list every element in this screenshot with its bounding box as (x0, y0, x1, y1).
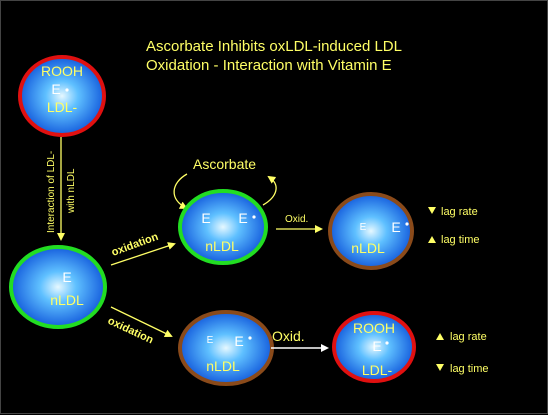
nldl-result-e-small: E (360, 222, 367, 233)
oxldl-ldl-label: LDL- (47, 99, 78, 115)
radical-dot (405, 222, 409, 226)
nldl-main-particle: E nLDL (9, 245, 107, 329)
nldl-lower-e-small: E (207, 335, 214, 346)
oxidation-label-lower: oxidation (106, 315, 156, 347)
nldl-asc-e-right: E (238, 210, 247, 226)
upper-lag-rate: lag rate (441, 206, 478, 218)
interaction-label-line2: with nLDL (66, 168, 77, 214)
upper-lag-time: lag time (441, 234, 480, 246)
nldl-asc-label: nLDL (205, 238, 239, 254)
lower-lag-time: lag time (450, 363, 489, 375)
nldl-main-label: nLDL (50, 292, 84, 308)
oxidation-label-upper: oxidation (110, 231, 160, 259)
up-arrow-icon (428, 236, 436, 243)
oxldl-result-ldl: LDL- (362, 362, 393, 378)
nldl-main-e-label: E (62, 269, 71, 285)
nldl-result-e-big: E (391, 219, 400, 235)
lower-lag-rate: lag rate (450, 331, 487, 343)
up-arrow-icon (436, 333, 444, 340)
oxidation-arrow-lower (110, 306, 173, 337)
nldl-ascorbate-particle: E E nLDL (178, 189, 268, 265)
nldl-result-particle: E E nLDL (328, 192, 414, 270)
radical-dot (248, 336, 252, 340)
radical-dot (252, 215, 256, 219)
title-line-1: Ascorbate Inhibits oxLDL-induced LDL (146, 38, 402, 55)
oxldl-rooh-label: ROOH (41, 63, 83, 79)
radical-dot (385, 341, 389, 345)
oxldl-result-e: E (372, 338, 381, 354)
oxldl-result-particle: ROOH E LDL- (332, 311, 416, 383)
ascorbate-cycle-arrow-right (262, 175, 277, 206)
nldl-lower-e-big: E (234, 333, 243, 349)
down-arrow-icon (436, 364, 444, 371)
radical-dot (65, 88, 69, 92)
oxldl-particle: ROOH E LDL- (18, 55, 106, 137)
oxldl-e-label: E (51, 81, 60, 97)
nldl-lower-particle: E E nLDL (178, 310, 274, 386)
oxid-label-lower: Oxid. (272, 328, 305, 344)
oxidation-arrow-upper (110, 242, 176, 266)
interaction-label-line1: Interaction of LDL- (46, 151, 57, 233)
oxid-label-upper: Oxid. (285, 214, 308, 225)
nldl-asc-e-left: E (201, 210, 210, 226)
down-arrow-icon (428, 207, 436, 214)
oxldl-result-rooh: ROOH (353, 320, 395, 336)
ascorbate-cycle-arrow-left (173, 173, 188, 209)
title-line-2: Oxidation - Interaction with Vitamin E (146, 57, 392, 74)
nldl-result-label: nLDL (351, 240, 385, 256)
nldl-lower-label: nLDL (206, 358, 240, 374)
ascorbate-label: Ascorbate (193, 156, 256, 172)
